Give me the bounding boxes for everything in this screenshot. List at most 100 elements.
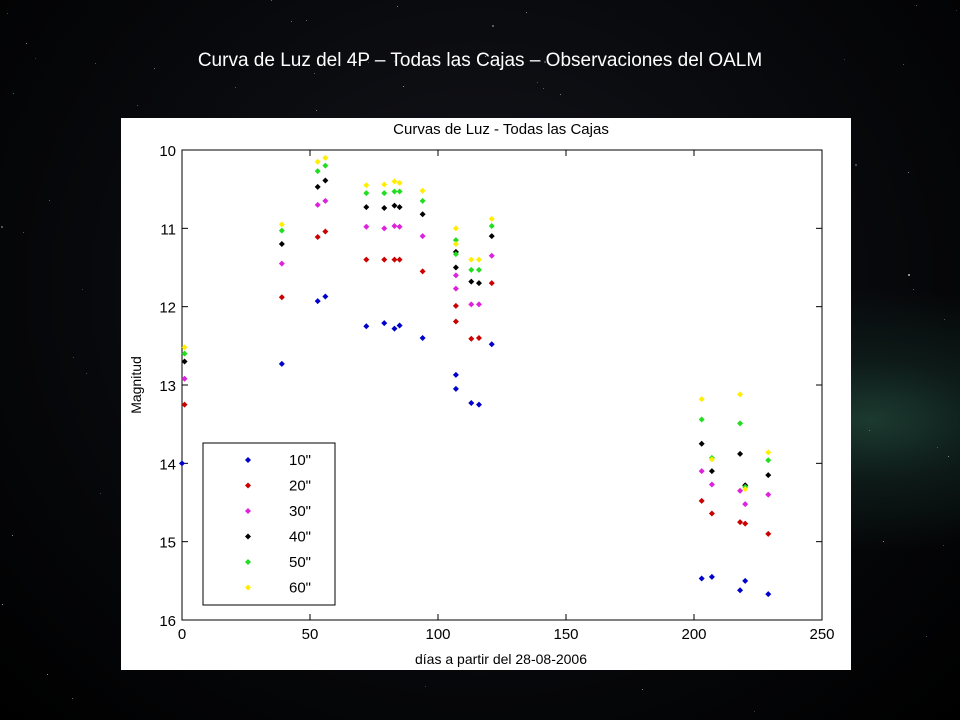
legend-label: 30": [289, 503, 311, 520]
star: [86, 373, 87, 374]
data-point: [452, 241, 459, 247]
star: [844, 59, 845, 60]
data-point: [698, 575, 705, 582]
data-point: [381, 204, 388, 211]
star: [154, 68, 155, 69]
data-point: [381, 256, 388, 263]
legend-label: 60": [289, 580, 311, 597]
star: [2, 604, 3, 605]
data-point: [452, 225, 459, 232]
legend-marker: [245, 533, 251, 540]
data-point: [322, 228, 329, 235]
star: [23, 232, 24, 233]
star: [903, 64, 904, 65]
data-point: [468, 301, 475, 308]
data-point: [391, 178, 398, 185]
x-tick-label: 50: [302, 626, 319, 643]
data-point: [396, 322, 403, 329]
star: [368, 62, 369, 63]
data-point: [452, 237, 459, 244]
data-point: [737, 450, 744, 457]
data-point: [742, 520, 749, 527]
star: [492, 25, 494, 27]
star: [12, 535, 13, 536]
x-tick-label: 150: [553, 626, 578, 643]
star: [235, 87, 236, 88]
star: [544, 61, 546, 63]
data-point: [452, 318, 459, 325]
legend-marker: [245, 508, 251, 514]
star: [916, 5, 917, 6]
data-point: [742, 486, 749, 493]
data-point: [396, 188, 403, 195]
data-point: [708, 510, 715, 517]
axis-ticks: 0 50 100 150 200 250 10 11 12 13 14 15 16: [159, 143, 834, 643]
x-tick-label: 250: [809, 626, 834, 643]
legend-label: 40": [289, 529, 311, 546]
series-0: [179, 293, 772, 598]
data-point: [475, 301, 482, 308]
data-point: [381, 320, 388, 327]
series-5: [181, 154, 772, 493]
y-tick-label: 11: [160, 221, 176, 238]
data-point: [363, 182, 370, 189]
data-point: [698, 396, 705, 403]
legend: 10" 20" 30" 40" 50" 60": [202, 442, 336, 606]
data-points: [179, 154, 772, 598]
star: [314, 73, 315, 74]
data-point: [468, 266, 475, 273]
star: [913, 289, 914, 290]
data-point: [322, 197, 329, 204]
data-point: [452, 264, 459, 271]
star: [306, 20, 307, 21]
data-point: [322, 177, 329, 184]
data-point: [468, 256, 475, 263]
data-point: [488, 233, 495, 240]
data-point: [698, 440, 705, 447]
legend-marker: [245, 559, 251, 565]
data-point: [391, 325, 398, 332]
data-point: [475, 256, 482, 263]
star: [943, 545, 944, 546]
series-2: [181, 197, 772, 508]
data-point: [396, 204, 403, 211]
star: [926, 636, 927, 637]
data-point: [314, 158, 321, 165]
star: [956, 10, 957, 11]
y-axis-label: Magnitud: [128, 356, 144, 414]
data-point: [314, 298, 321, 305]
data-point: [179, 460, 185, 467]
data-point: [381, 181, 388, 188]
legend-label: 50": [289, 554, 311, 571]
star: [72, 698, 73, 699]
star: [603, 65, 604, 66]
star: [454, 66, 455, 67]
star: [26, 43, 27, 44]
data-point: [419, 187, 426, 194]
data-point: [475, 280, 482, 287]
legend-box: [202, 442, 336, 606]
star: [537, 82, 538, 83]
star: [543, 88, 544, 89]
data-point: [278, 294, 285, 301]
star: [1, 226, 3, 228]
star: [560, 94, 561, 95]
star: [948, 456, 949, 457]
star: [13, 93, 14, 94]
data-point: [278, 221, 285, 228]
data-point: [737, 587, 744, 594]
data-point: [314, 168, 321, 175]
data-point: [698, 416, 705, 423]
data-point: [314, 201, 321, 208]
y-tick-label: 13: [159, 378, 176, 395]
data-point: [488, 252, 495, 259]
star: [485, 56, 486, 57]
y-tick-label: 10: [159, 143, 176, 160]
data-point: [475, 401, 482, 408]
legend-marker: [245, 482, 251, 489]
star: [908, 172, 909, 173]
star: [908, 274, 910, 276]
data-point: [181, 375, 188, 382]
chart-panel: Curvas de Luz - Todas las Cajas 0 50 100 15…: [121, 118, 851, 670]
light-curve-chart: Curvas de Luz - Todas las Cajas 0 50 100 15…: [128, 121, 835, 667]
